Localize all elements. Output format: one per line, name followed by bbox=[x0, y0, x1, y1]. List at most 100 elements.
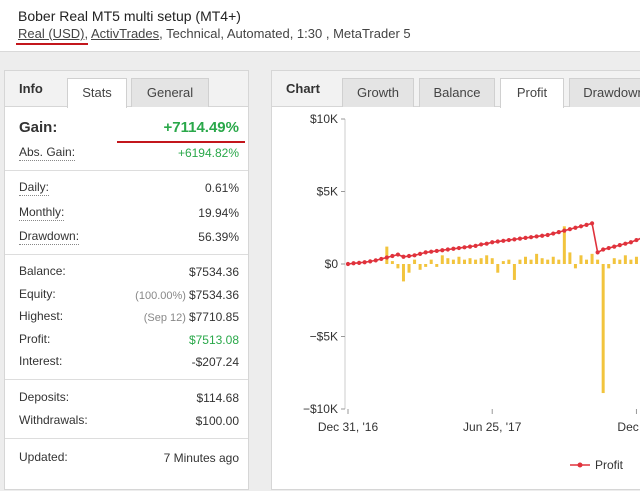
abs-gain-row: Abs. Gain: +6194.82% bbox=[19, 144, 239, 162]
highest-value: $7710.85 bbox=[189, 310, 239, 324]
bar-mark bbox=[507, 260, 510, 264]
profit-point bbox=[424, 250, 428, 254]
y-tick-label: $5K bbox=[317, 185, 338, 199]
y-tick-label: $0 bbox=[325, 257, 339, 271]
profit-point bbox=[401, 255, 405, 259]
tab-stats[interactable]: Stats bbox=[67, 78, 127, 108]
profit-point bbox=[596, 250, 600, 254]
bar-mark bbox=[557, 260, 560, 264]
annotation-underline bbox=[117, 141, 245, 143]
balance-row: Balance: $7534.36 bbox=[19, 263, 239, 281]
y-tick-label: −$10K bbox=[303, 402, 338, 416]
bar-mark bbox=[457, 257, 460, 264]
bar-mark bbox=[502, 261, 505, 264]
bar-mark bbox=[518, 260, 521, 264]
profit-point bbox=[490, 240, 494, 244]
legend-label: Profit bbox=[595, 458, 624, 472]
profit-point bbox=[507, 238, 511, 242]
profit-point bbox=[629, 240, 633, 244]
daily-label[interactable]: Daily: bbox=[19, 179, 49, 196]
profit-point bbox=[396, 252, 400, 256]
bar-mark bbox=[469, 258, 472, 264]
account-type-link[interactable]: Real (USD) bbox=[18, 26, 84, 41]
x-tick-label: Jun 25, '17 bbox=[463, 420, 522, 434]
bar-mark bbox=[530, 260, 533, 264]
bar-mark bbox=[618, 260, 621, 264]
divider bbox=[5, 254, 248, 255]
y-tick-label: $10K bbox=[310, 112, 338, 126]
profit-point bbox=[584, 223, 588, 227]
divider bbox=[5, 379, 248, 380]
bar-mark bbox=[535, 254, 538, 264]
drawdown-row: Drawdown: 56.39% bbox=[19, 228, 239, 246]
highest-label: Highest: bbox=[19, 308, 63, 324]
profit-point bbox=[374, 258, 378, 262]
legend-marker bbox=[578, 463, 583, 468]
system-title: Bober Real MT5 multi setup (MT4+) bbox=[18, 8, 241, 24]
interest-label: Interest: bbox=[19, 353, 62, 369]
bar-mark bbox=[496, 264, 499, 273]
profit-point bbox=[351, 261, 355, 265]
bar-mark bbox=[624, 255, 627, 264]
bar-mark bbox=[546, 260, 549, 264]
profit-point bbox=[568, 227, 572, 231]
profit-point bbox=[485, 242, 489, 246]
profit-point bbox=[518, 237, 522, 241]
bar-mark bbox=[552, 257, 555, 264]
profit-point bbox=[557, 230, 561, 234]
deposits-value: $114.68 bbox=[197, 389, 240, 407]
profit-point bbox=[462, 245, 466, 249]
profit-point bbox=[546, 233, 550, 237]
bar-mark bbox=[474, 260, 477, 264]
withdrawals-value: $100.00 bbox=[196, 412, 239, 430]
info-panel: Info Stats General Gain: +7114.49% Abs. … bbox=[4, 70, 249, 490]
gain-label: Gain: bbox=[19, 119, 57, 136]
bar-mark bbox=[452, 260, 455, 264]
bar-mark bbox=[485, 255, 488, 264]
deposits-label: Deposits: bbox=[19, 389, 69, 405]
tab-profit[interactable]: Profit bbox=[500, 78, 564, 108]
profit-point bbox=[501, 239, 505, 243]
monthly-label[interactable]: Monthly: bbox=[19, 204, 64, 221]
tab-growth[interactable]: Growth bbox=[342, 78, 414, 107]
broker-link[interactable]: ActivTrades bbox=[91, 26, 159, 41]
bar-mark bbox=[607, 264, 610, 268]
drawdown-value: 56.39% bbox=[198, 228, 239, 246]
bar-mark bbox=[413, 260, 416, 264]
x-tick-label: Dec 13 bbox=[617, 420, 640, 434]
bar-mark bbox=[385, 247, 388, 264]
monthly-row: Monthly: 19.94% bbox=[19, 204, 239, 222]
drawdown-label[interactable]: Drawdown: bbox=[19, 228, 79, 245]
profit-point bbox=[551, 231, 555, 235]
profit-point bbox=[407, 254, 411, 258]
highest-row: Highest: (Sep 12)$7710.85 bbox=[19, 308, 239, 326]
tab-drawdown[interactable]: Drawdown bbox=[569, 78, 640, 107]
bar-mark bbox=[491, 258, 494, 264]
divider bbox=[5, 170, 248, 171]
tab-balance[interactable]: Balance bbox=[419, 78, 495, 107]
bar-mark bbox=[579, 255, 582, 264]
highest-value-wrap: (Sep 12)$7710.85 bbox=[144, 308, 239, 327]
bar-mark bbox=[585, 260, 588, 264]
profit-point bbox=[579, 224, 583, 228]
profit-label: Profit: bbox=[19, 331, 50, 347]
bar-mark bbox=[591, 254, 594, 264]
bar-mark bbox=[435, 264, 438, 267]
account-header: Bober Real MT5 multi setup (MT4+) Real (… bbox=[0, 0, 640, 52]
profit-point bbox=[368, 259, 372, 263]
profit-point bbox=[562, 229, 566, 233]
bar-mark bbox=[408, 264, 411, 273]
profit-point bbox=[457, 246, 461, 250]
tab-general[interactable]: General bbox=[131, 78, 209, 107]
profit-point bbox=[479, 242, 483, 246]
annotation-underline bbox=[16, 43, 88, 45]
bar-mark bbox=[396, 264, 399, 268]
profit-value: $7513.08 bbox=[189, 331, 239, 349]
bar-mark bbox=[480, 258, 483, 264]
gain-value: +7114.49% bbox=[164, 119, 240, 136]
profit-point bbox=[429, 250, 433, 254]
updated-value: 7 Minutes ago bbox=[164, 449, 239, 467]
withdrawals-row: Withdrawals: $100.00 bbox=[19, 412, 239, 430]
deposits-row: Deposits: $114.68 bbox=[19, 389, 239, 407]
abs-gain-label[interactable]: Abs. Gain: bbox=[19, 144, 75, 161]
